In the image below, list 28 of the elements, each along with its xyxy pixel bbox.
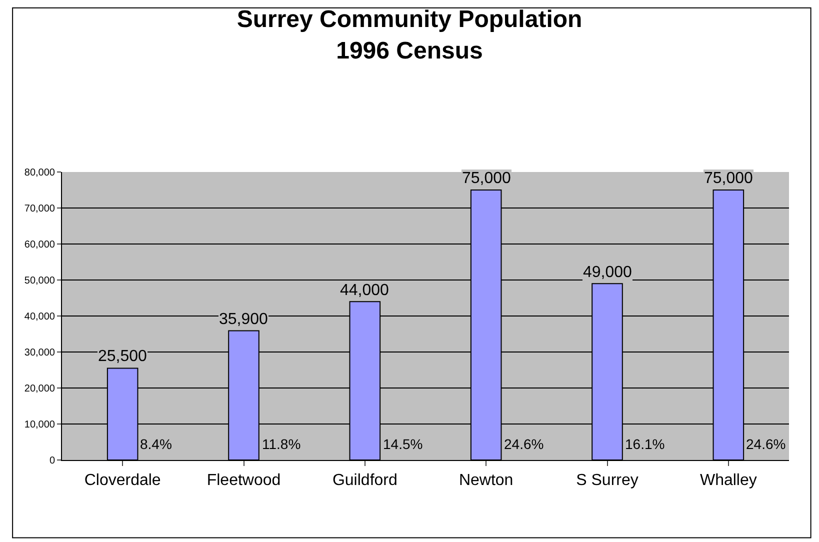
x-tick-label: Whalley [700, 472, 757, 490]
annotation: 24.6% [746, 436, 786, 452]
x-tick-label: Guildford [332, 472, 398, 490]
annotation: 11.8% [262, 436, 301, 452]
y-tick-label: 30,000 [24, 348, 56, 358]
y-tick-label: 0 [49, 456, 56, 466]
y-tick-label: 60,000 [24, 240, 56, 250]
annotation: 24.6% [504, 436, 544, 452]
data-label: 44,000 [340, 282, 390, 299]
data-label: 75,000 [704, 170, 754, 187]
y-tick-label: 70,000 [24, 204, 56, 214]
annotation: 16.1% [625, 436, 665, 452]
data-label: 75,000 [462, 170, 512, 187]
y-tick-label: 20,000 [24, 384, 56, 394]
y-tick-label: 50,000 [24, 276, 56, 286]
data-label: 49,000 [583, 264, 632, 281]
chart-title: Surrey Community Population 1996 Census [236, 6, 582, 64]
y-tick-label: 10,000 [24, 420, 56, 430]
annotation: 8.4% [140, 436, 172, 452]
x-tick-label: Fleetwood [206, 472, 281, 490]
x-tick-label: Cloverdale [84, 472, 161, 490]
annotation: 14.5% [383, 436, 423, 452]
data-label: 25,500 [98, 348, 148, 365]
y-tick-label: 80,000 [24, 168, 56, 178]
data-label: 35,900 [219, 311, 268, 328]
x-tick-label: Newton [458, 472, 514, 490]
y-tick-label: 40,000 [24, 312, 56, 322]
x-tick-label: S Surrey [576, 472, 638, 490]
